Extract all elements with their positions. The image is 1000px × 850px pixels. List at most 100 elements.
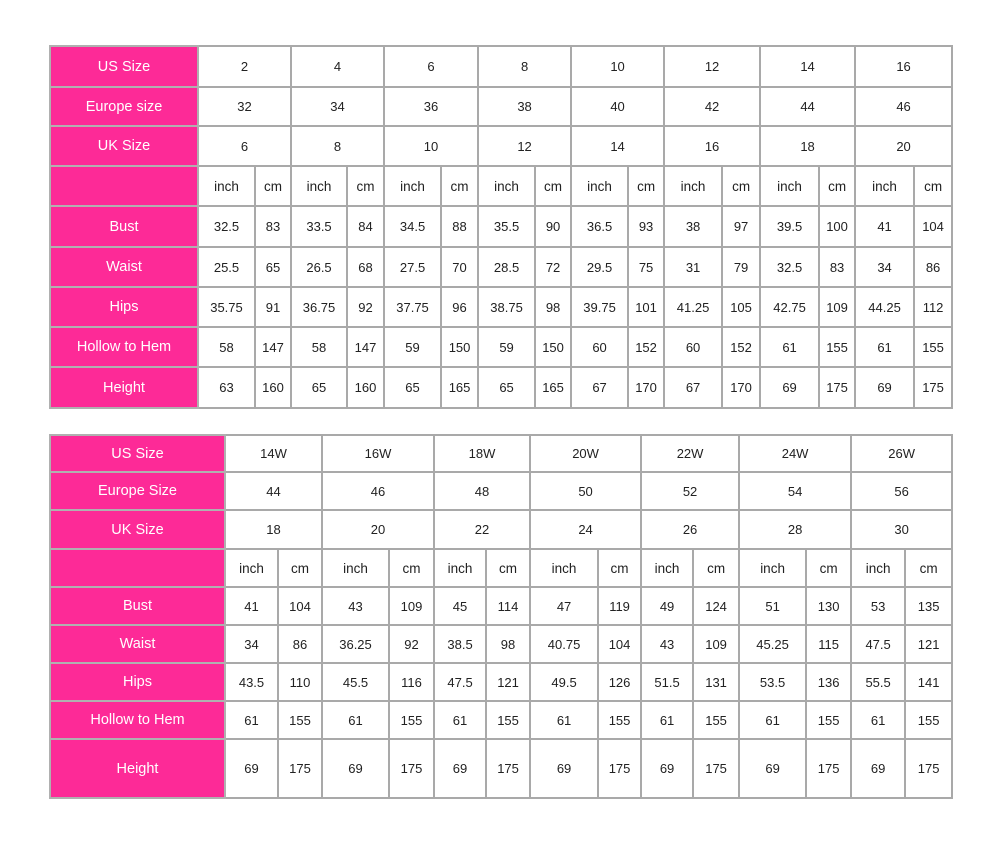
value-inch: 32.5 (197, 205, 256, 248)
value-cm: 124 (692, 586, 741, 626)
size-cell: 6 (383, 45, 480, 88)
value-inch: 69 (433, 738, 488, 799)
value-cm: 70 (440, 246, 480, 288)
value-inch: 47 (529, 586, 600, 626)
value-cm: 88 (440, 205, 480, 248)
value-cm: 175 (818, 366, 857, 409)
value-cm: 135 (904, 586, 954, 626)
size-cell: 24W (738, 434, 853, 473)
unit-inch: inch (854, 165, 916, 207)
value-inch: 37.75 (383, 286, 443, 328)
value-inch: 49 (640, 586, 695, 626)
row-label: Europe Size (49, 471, 226, 511)
value-cm: 105 (721, 286, 762, 328)
size-row: UK Size 18 20 22 24 26 28 30 (49, 509, 954, 550)
size-cell: 54 (738, 471, 853, 511)
size-cell: 46 (321, 471, 436, 511)
value-inch: 38 (663, 205, 724, 248)
value-inch: 58 (197, 326, 256, 368)
value-cm: 121 (904, 624, 954, 664)
value-cm: 175 (913, 366, 954, 409)
value-cm: 83 (818, 246, 857, 288)
row-label: Hollow to Hem (49, 326, 199, 368)
size-cell: 20W (529, 434, 643, 473)
value-cm: 126 (597, 662, 643, 702)
unit-cm: cm (597, 548, 643, 588)
value-cm: 96 (440, 286, 480, 328)
unit-cm: cm (904, 548, 954, 588)
size-cell: 40 (570, 86, 666, 127)
size-cell: 16 (663, 125, 762, 167)
value-inch: 35.75 (197, 286, 256, 328)
value-cm: 104 (913, 205, 954, 248)
size-chart-plus: US Size 14W 16W 18W 20W 22W 24W 26W Europe Size 4… (49, 434, 954, 799)
measure-row: Hips 35.75 91 36.75 92 37.75 96 38.75 98 39.75 101… (49, 286, 954, 328)
row-label: Hips (49, 662, 226, 702)
value-inch: 43.5 (224, 662, 279, 702)
value-cm: 101 (627, 286, 666, 328)
value-inch: 36.75 (290, 286, 349, 328)
value-inch: 41.25 (663, 286, 724, 328)
value-cm: 90 (534, 205, 573, 248)
unit-inch: inch (197, 165, 256, 207)
size-row: Europe size 32 34 36 38 40 42 44 46 (49, 86, 954, 127)
unit-cm: cm (485, 548, 532, 588)
value-inch: 65 (383, 366, 443, 409)
value-inch: 38.5 (433, 624, 488, 664)
value-inch: 45 (433, 586, 488, 626)
value-inch: 65 (290, 366, 349, 409)
size-cell: 16 (854, 45, 954, 88)
unit-inch: inch (850, 548, 907, 588)
measure-row: Hollow to Hem 58 147 58 147 59 150 59 150 60 152 60… (49, 326, 954, 368)
size-cell: 34 (290, 86, 386, 127)
value-inch: 61 (433, 700, 488, 740)
value-cm: 141 (904, 662, 954, 702)
unit-inch: inch (383, 165, 443, 207)
unit-cm: cm (346, 165, 386, 207)
value-inch: 45.25 (738, 624, 808, 664)
value-inch: 60 (570, 326, 630, 368)
value-inch: 43 (640, 624, 695, 664)
value-cm: 68 (346, 246, 386, 288)
value-cm: 115 (805, 624, 853, 664)
value-cm: 152 (721, 326, 762, 368)
value-cm: 72 (534, 246, 573, 288)
value-cm: 110 (276, 662, 324, 702)
measure-row: Waist 25.5 65 26.5 68 27.5 70 28.5 72 29.5 75 31 79 3… (49, 246, 954, 288)
value-cm: 75 (627, 246, 666, 288)
unit-inch: inch (529, 548, 600, 588)
value-cm: 170 (627, 366, 666, 409)
unit-cm: cm (253, 165, 293, 207)
value-inch: 34.5 (383, 205, 443, 248)
row-label (49, 165, 199, 207)
value-inch: 61 (321, 700, 391, 740)
row-label: Hips (49, 286, 199, 328)
unit-inch: inch (640, 548, 695, 588)
size-cell: 26 (640, 509, 741, 550)
size-row: UK Size 6 8 10 12 14 16 18 20 (49, 125, 954, 167)
value-cm: 98 (534, 286, 573, 328)
unit-inch: inch (321, 548, 391, 588)
unit-cm: cm (721, 165, 762, 207)
value-cm: 155 (913, 326, 954, 368)
size-row: US Size 2 4 6 8 10 12 14 16 (49, 45, 954, 88)
value-inch: 45.5 (321, 662, 391, 702)
value-inch: 63 (197, 366, 256, 409)
value-inch: 47.5 (433, 662, 488, 702)
size-cell: 20 (854, 125, 954, 167)
measure-row: Bust 32.5 83 33.5 84 34.5 88 35.5 90 36.5 93 38 97 39… (49, 205, 954, 248)
size-cell: 36 (383, 86, 480, 127)
value-inch: 25.5 (197, 246, 256, 288)
unit-cm: cm (534, 165, 573, 207)
value-inch: 69 (321, 738, 391, 799)
value-inch: 61 (738, 700, 808, 740)
size-cell: 28 (738, 509, 853, 550)
value-cm: 170 (721, 366, 762, 409)
size-chart-standard: US Size 2 4 6 8 10 12 14 16 Europe size 32 34 36 38 40… (49, 45, 954, 409)
value-cm: 150 (440, 326, 480, 368)
unit-inch: inch (759, 165, 821, 207)
size-cell: 6 (196, 125, 293, 167)
size-cell: 48 (433, 471, 532, 511)
unit-row: inch cm inch cm inch cm inch cm inch cm inch cm inch… (49, 548, 954, 588)
value-cm: 104 (276, 586, 324, 626)
